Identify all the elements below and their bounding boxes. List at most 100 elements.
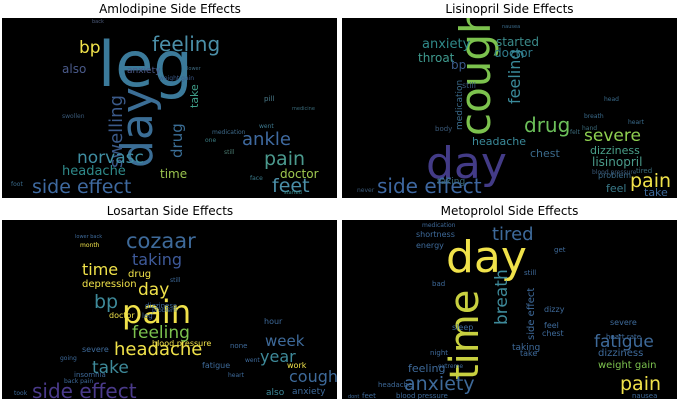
word-side-effect: side effect [32, 379, 137, 399]
word-dizziness: dizziness [590, 144, 640, 157]
word-breath: breath [492, 269, 512, 325]
word-swollen: swollen [62, 113, 85, 120]
word-feel: feel [606, 182, 626, 195]
word-anxiety: anxiety [404, 373, 475, 395]
word-month: month [80, 242, 100, 249]
word-norvasc: norvasc [77, 148, 144, 168]
word-bp: bp [79, 38, 101, 58]
word-feet: feet [362, 392, 376, 399]
word-cloud: cough day side effect drug feeling sever… [342, 18, 677, 198]
word-went: went [245, 357, 260, 364]
word-take: take [188, 84, 201, 108]
word-bp: bp [94, 291, 118, 313]
word-pain: pain [620, 373, 661, 395]
word-medication: medication [212, 129, 246, 136]
word-feeling: feeling [152, 32, 220, 56]
word-still: still [170, 277, 181, 284]
word-tired: tired [492, 224, 534, 245]
word-back-pain: back pain [64, 378, 93, 385]
word-blood-pressure: blood pressure [592, 169, 637, 176]
word-severe: severe [82, 345, 109, 354]
word-feeling: feeling [132, 323, 190, 343]
word-weight-gain: weight gain [598, 360, 657, 371]
word-took: took [14, 390, 28, 397]
word-headache: headache [378, 381, 412, 389]
word-swelling: swelling [106, 95, 127, 168]
word-drug: drug [524, 113, 570, 137]
word-medication: medication [455, 80, 465, 130]
word-day: day [138, 280, 169, 300]
word-nausea: nausea [632, 392, 657, 399]
word-dizziness: dizziness [598, 348, 643, 359]
word-blood-pressure: blood pressure [152, 339, 211, 348]
word-take: take [520, 349, 537, 358]
word-drug: drug [128, 269, 151, 280]
word-cloud-words: leg day side effect feeling bp swelling … [11, 19, 319, 198]
panel-amlodipine: Amlodipine Side Effects leg day side eff… [0, 0, 340, 200]
word-still: still [462, 81, 476, 90]
word-cough: cough [289, 367, 337, 386]
word-lower-back: lower back [75, 234, 102, 240]
panel-lisinopril: Lisinopril Side Effects cough day side e… [340, 0, 679, 200]
word-feel: feel [544, 321, 559, 330]
word-headache: headache [62, 164, 126, 179]
word-shortness: shortness [416, 230, 455, 239]
word-get: get [554, 246, 566, 254]
word-heart-rate: heart rate [606, 333, 641, 341]
word-breath: breath [584, 113, 604, 120]
word-severe: severe [584, 126, 641, 146]
word-day: day [446, 232, 527, 283]
word-take: take [644, 186, 668, 198]
panel-losartan: Losartan Side Effects pain side effect c… [0, 200, 340, 400]
word-depression: depression [82, 279, 137, 290]
word-medicine: medicine [292, 106, 315, 112]
word-severe: severe [610, 318, 637, 327]
panel-metoprolol: Metoprolol Side Effects day time tired a… [340, 200, 679, 400]
word-ankle: ankle [242, 129, 291, 150]
word-dont: dont [348, 394, 359, 399]
word-blood-pressure: blood pressure [396, 392, 448, 399]
word-insomnia: insomnia [74, 371, 106, 379]
word-still: still [224, 149, 235, 156]
word-time: time [160, 167, 187, 181]
word-back: back [92, 19, 104, 25]
word-head: head [604, 96, 619, 103]
panel-title: Lisinopril Side Effects [445, 2, 574, 16]
word-started: started [496, 35, 539, 49]
word-cloud: pain side effect cozaar headache feeling… [2, 220, 337, 399]
word-still: still [524, 269, 536, 277]
word-started: started [284, 190, 302, 196]
panel-title: Losartan Side Effects [106, 204, 234, 218]
word-heart: heart [628, 119, 645, 126]
word-chest: chest [542, 329, 564, 338]
word-energy: energy [416, 241, 444, 250]
word-also: also [266, 388, 285, 398]
word-cloud-words: pain side effect cozaar headache feeling… [14, 229, 337, 399]
word-nausea: nausea [502, 24, 520, 30]
word-never: never [357, 187, 375, 194]
word-foot: foot [11, 181, 23, 188]
word-went: went [259, 123, 274, 130]
word-doctor: doctor [109, 311, 135, 320]
word-year: year [260, 347, 296, 366]
word-fatigue: fatigue [594, 332, 654, 352]
word-felt: felt [570, 129, 580, 136]
word-medication: medication [422, 222, 456, 229]
word-hour: hour [264, 317, 283, 326]
word-week: week [265, 332, 305, 350]
word-pill: pill [264, 95, 274, 103]
word-feet: feet [272, 175, 310, 197]
word-going: going [60, 355, 77, 362]
word-anxiety: anxiety [292, 387, 326, 397]
word-pain: pain [122, 293, 191, 331]
word-anxiety: anxiety [422, 37, 471, 52]
word-feeling: feeling [505, 49, 524, 104]
word-cloud-words: day time tired anxiety pain breath fatig… [348, 222, 661, 399]
word-sleep: sleep [452, 323, 473, 332]
word-side-effect: side effect [526, 288, 537, 340]
word-problem: problem [598, 171, 631, 180]
panel-title: Amlodipine Side Effects [99, 2, 241, 16]
word-cloud-words: cough day side effect drug feeling sever… [357, 18, 671, 198]
word-time: time [82, 260, 118, 279]
word-taking: taking [132, 250, 182, 269]
